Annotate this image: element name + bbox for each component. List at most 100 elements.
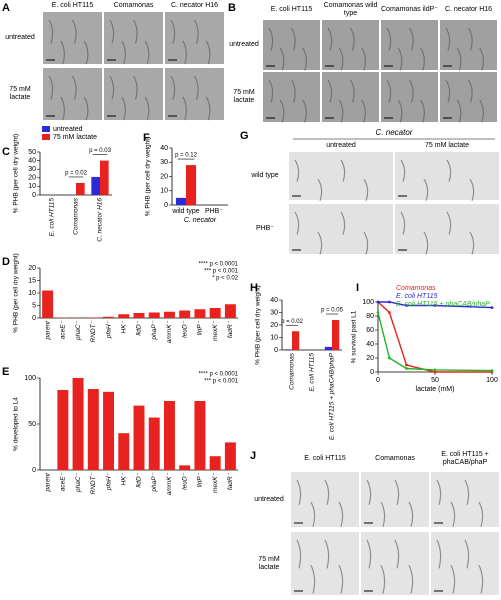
point (388, 356, 391, 360)
worm (420, 99, 425, 123)
y-axis-label: % PHB (per cell dry weight) (255, 285, 262, 364)
p-value: p = 0.02 (281, 319, 304, 325)
point (376, 311, 380, 314)
worm (467, 79, 473, 103)
y-axis-label: % PHB (per cell dry weight) (145, 137, 152, 216)
bar (91, 176, 100, 195)
worm (446, 211, 452, 235)
worm (450, 564, 456, 594)
micrograph (381, 20, 438, 70)
worm (380, 501, 386, 527)
worm (408, 79, 414, 103)
worm (290, 27, 296, 51)
x-tick-label: lldP⁻ (197, 472, 204, 487)
significance-key: * p < 0.02 (212, 276, 239, 282)
point (388, 311, 391, 314)
column-header: Comamonas ildP⁻ (381, 5, 438, 13)
worm (109, 19, 115, 44)
significance-key: **** p < 0.0001 (198, 372, 238, 378)
worm (445, 79, 451, 103)
point (405, 304, 408, 307)
bar (103, 391, 115, 470)
micrograph (361, 532, 429, 595)
bar (194, 309, 206, 318)
worm (366, 539, 372, 569)
x-tick-label: E. coli HT115 (309, 353, 316, 392)
legend-label: Comamonas (396, 285, 436, 292)
panel-label: A (2, 2, 10, 14)
bar (224, 304, 236, 318)
bar (76, 182, 85, 195)
worm (71, 75, 77, 100)
bar (163, 401, 175, 470)
column-header: E. coli HT115 (270, 5, 313, 13)
bar (133, 313, 145, 318)
worm (294, 159, 300, 182)
micrograph (289, 152, 393, 200)
worm (464, 479, 470, 505)
micrograph (431, 532, 499, 595)
worm (478, 564, 484, 594)
x-tick-label: E. coli HT115 (49, 198, 56, 237)
worm (193, 19, 199, 44)
worm (338, 564, 344, 594)
x-tick-label: phaP⁻ (151, 320, 158, 340)
x-tick-label: leuD⁻ (181, 472, 188, 489)
worm (324, 539, 330, 569)
bar (87, 317, 99, 318)
y-tick-label: 0 (274, 347, 278, 354)
worm (310, 501, 316, 527)
worm (394, 479, 400, 505)
bar (179, 310, 191, 318)
bar (133, 405, 145, 470)
x-tick-label: phaC⁻ (75, 472, 82, 493)
y-tick-label: 100 (24, 375, 36, 382)
y-tick-label: 40 (366, 341, 374, 348)
y-axis-label: % developed to L4 (13, 397, 20, 451)
worm (366, 479, 372, 505)
x-tick-label: lldD⁻ (136, 472, 143, 487)
x-tick-label: 0 (376, 377, 380, 384)
column-header: C. necator H16 (444, 5, 493, 13)
worm (386, 79, 392, 103)
x-tick-label: PHB⁻ (205, 208, 223, 215)
worm (296, 479, 302, 505)
y-tick-label: 20 (160, 173, 168, 180)
x-tick-label: 100 (486, 377, 498, 384)
worm (60, 96, 65, 121)
x-tick-label: parent (44, 320, 51, 341)
bar (87, 389, 99, 470)
micrograph (395, 152, 499, 200)
worm (408, 27, 414, 51)
y-tick-label: 60 (366, 327, 374, 334)
worm (400, 159, 406, 182)
y-tick-label: 50 (28, 421, 36, 428)
worm (294, 211, 300, 235)
worm (170, 75, 176, 100)
worm (349, 27, 355, 51)
worm (121, 40, 126, 65)
y-tick-label: 40 (270, 297, 278, 304)
y-axis-label: % survival past L1 (351, 310, 358, 363)
y-tick-label: 20 (28, 175, 36, 182)
worm (170, 19, 176, 44)
worm (363, 231, 369, 255)
y-tick-label: 50 (28, 149, 36, 156)
worm (408, 564, 414, 594)
significance-key: **** p < 0.0001 (198, 262, 238, 268)
point (433, 370, 437, 374)
row-label: untreated (254, 495, 284, 503)
worm (469, 231, 475, 255)
micrograph (440, 20, 497, 70)
worm (48, 19, 54, 44)
panel-label: H (250, 282, 258, 294)
bar (292, 331, 300, 350)
x-tick-label: phaC⁻ (75, 320, 82, 341)
bar (186, 165, 197, 205)
y-tick-label: 10 (28, 290, 36, 297)
worm (109, 75, 115, 100)
micrograph (291, 532, 359, 595)
row-label: untreated (5, 34, 35, 41)
significance-key: *** p < 0.001 (204, 379, 239, 385)
